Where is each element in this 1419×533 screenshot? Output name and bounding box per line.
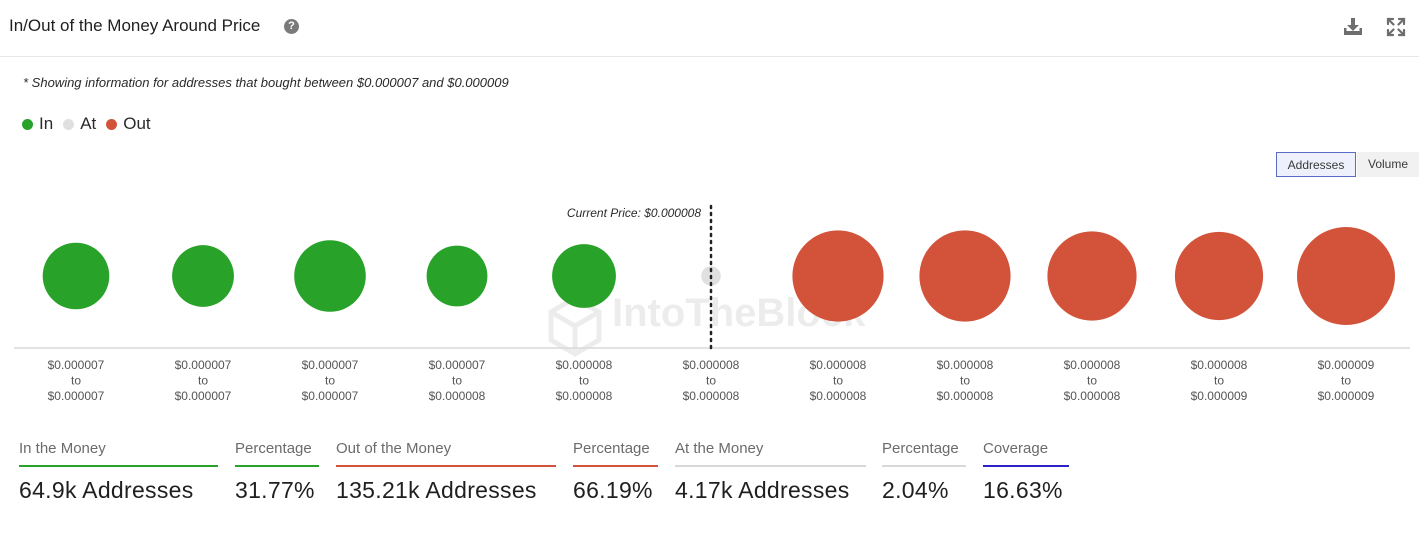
legend-item-at[interactable]: At (63, 114, 96, 134)
widget-header: In/Out of the Money Around Price ? (0, 0, 1419, 57)
x-tick-label: $0.000007 (429, 358, 486, 372)
x-tick-label: to (833, 374, 843, 388)
x-tick-label: $0.000009 (1318, 358, 1375, 372)
x-tick-label: $0.000009 (1318, 389, 1375, 403)
x-tick-label: $0.000008 (937, 358, 994, 372)
x-tick-label: $0.000008 (1064, 389, 1121, 403)
x-tick-label: $0.000008 (810, 358, 867, 372)
x-tick-label: $0.000008 (556, 389, 613, 403)
legend-label-in: In (39, 114, 54, 133)
x-tick-label: $0.000007 (175, 389, 232, 403)
stat-out-of-the-money: Out of the Money 135.21k Addresses (336, 440, 556, 504)
volume-toggle-button[interactable]: Volume (1357, 152, 1419, 177)
stat-at-the-money: At the Money 4.17k Addresses (675, 440, 866, 504)
x-tick-label: $0.000008 (1191, 358, 1248, 372)
stat-label: Coverage (983, 440, 1069, 467)
stat-value: 64.9k Addresses (19, 477, 194, 503)
x-tick-label: $0.000007 (48, 358, 105, 372)
stat-in-percentage: Percentage 31.77% (235, 440, 319, 504)
x-tick-label: to (1341, 374, 1351, 388)
legend-label-out: Out (123, 114, 151, 133)
bubble-out[interactable] (1297, 227, 1395, 325)
x-tick-label: $0.000008 (937, 389, 994, 403)
stat-label: At the Money (675, 440, 866, 467)
x-tick-label: to (71, 374, 81, 388)
stat-label: Percentage (882, 440, 966, 467)
x-tick-label: $0.000007 (302, 358, 359, 372)
x-tick-label: $0.000007 (48, 389, 105, 403)
expand-icon[interactable] (1385, 16, 1407, 38)
x-tick-label: $0.000008 (556, 358, 613, 372)
x-tick-label: to (198, 374, 208, 388)
x-tick-label: $0.000008 (1064, 358, 1121, 372)
stat-value: 66.19% (573, 477, 653, 503)
stat-value: 31.77% (235, 477, 315, 503)
stat-coverage: Coverage 16.63% (983, 440, 1069, 504)
stat-in-the-money: In the Money 64.9k Addresses (19, 440, 218, 504)
download-icon[interactable] (1342, 16, 1364, 38)
widget-title: In/Out of the Money Around Price (9, 16, 261, 35)
x-tick-label: $0.000009 (1191, 389, 1248, 403)
watermark-logo (548, 295, 602, 357)
bubble-in[interactable] (42, 242, 110, 310)
bubble-in[interactable] (426, 245, 488, 307)
x-tick-label: to (706, 374, 716, 388)
stat-at-percentage: Percentage 2.04% (882, 440, 966, 504)
stat-value: 4.17k Addresses (675, 477, 850, 503)
bubble-in[interactable] (294, 240, 366, 312)
question-circle-icon[interactable]: ? (284, 19, 299, 34)
x-tick-label: $0.000008 (683, 358, 740, 372)
bubble-in[interactable] (172, 245, 234, 307)
x-tick-label: $0.000008 (810, 389, 867, 403)
x-tick-label: $0.000008 (683, 389, 740, 403)
stat-label: Out of the Money (336, 440, 556, 467)
bubble-out[interactable] (919, 230, 1011, 322)
x-tick-label: to (960, 374, 970, 388)
legend-dot-in (22, 118, 33, 130)
addresses-toggle-button[interactable]: Addresses (1276, 152, 1356, 177)
x-tick-label: to (1087, 374, 1097, 388)
legend-dot-out (106, 118, 118, 130)
legend-item-in[interactable]: In (22, 114, 53, 134)
info-note: * Showing information for addresses that… (23, 75, 509, 90)
stat-value: 16.63% (983, 477, 1063, 503)
legend-item-out[interactable]: Out (106, 114, 151, 134)
current-price-label: Current Price: $0.000008 (567, 206, 701, 220)
x-tick-label: to (452, 374, 462, 388)
stat-label: Percentage (573, 440, 658, 467)
stat-label: Percentage (235, 440, 319, 467)
legend-label-at: At (80, 114, 97, 133)
chart-legend: In At Out (22, 114, 161, 134)
bubble-out[interactable] (1174, 231, 1264, 321)
stat-label: In the Money (19, 440, 218, 467)
x-tick-label: to (1214, 374, 1224, 388)
bubble-in[interactable] (552, 244, 616, 308)
legend-dot-at (63, 118, 75, 130)
x-tick-label: $0.000007 (302, 389, 359, 403)
bubble-out[interactable] (792, 230, 884, 322)
x-tick-label: to (325, 374, 335, 388)
bubble-chart: IntoTheBlock $0.000007to$0.000007$0.0000… (14, 204, 1410, 403)
x-tick-label: $0.000008 (429, 389, 486, 403)
stat-value: 2.04% (882, 477, 949, 503)
x-tick-label: to (579, 374, 589, 388)
x-tick-label: $0.000007 (175, 358, 232, 372)
stat-value: 135.21k Addresses (336, 477, 537, 503)
bubble-out[interactable] (1047, 231, 1137, 321)
stat-out-percentage: Percentage 66.19% (573, 440, 658, 504)
